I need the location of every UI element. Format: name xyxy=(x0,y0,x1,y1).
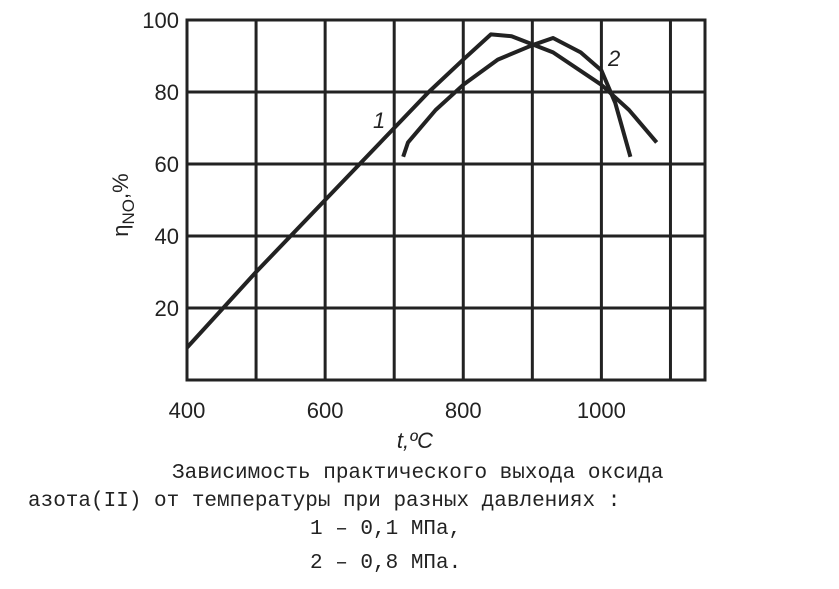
series-label: 1 xyxy=(373,108,385,133)
line-series xyxy=(401,36,633,158)
y-tick-label: 20 xyxy=(155,296,179,321)
caption: 2 – 0,8 МПа. xyxy=(310,552,461,575)
x-tick-label: 800 xyxy=(445,398,482,423)
y-axis-label: ηNO,% xyxy=(108,173,138,236)
series-label: 2 xyxy=(607,46,620,71)
y-tick-label: 100 xyxy=(142,8,179,33)
caption: Зависимость практического выхода оксида xyxy=(172,462,663,485)
caption: 1 – 0,1 МПа, xyxy=(310,518,461,541)
plot-frame xyxy=(185,18,707,382)
y-tick-label: 40 xyxy=(155,224,179,249)
x-tick-label: 400 xyxy=(169,398,206,423)
caption: азота(II) от температуры при разных давл… xyxy=(28,490,620,513)
y-label-sub: NO xyxy=(119,199,138,225)
y-label-symbol: η xyxy=(108,224,133,236)
x-axis-label: t,ºC xyxy=(397,428,433,453)
y-tick-label: 80 xyxy=(155,80,179,105)
line-series xyxy=(185,32,659,349)
y-label-unit: ,% xyxy=(108,173,133,199)
y-tick-label: 60 xyxy=(155,152,179,177)
x-tick-label: 1000 xyxy=(577,398,626,423)
x-tick-label: 600 xyxy=(307,398,344,423)
